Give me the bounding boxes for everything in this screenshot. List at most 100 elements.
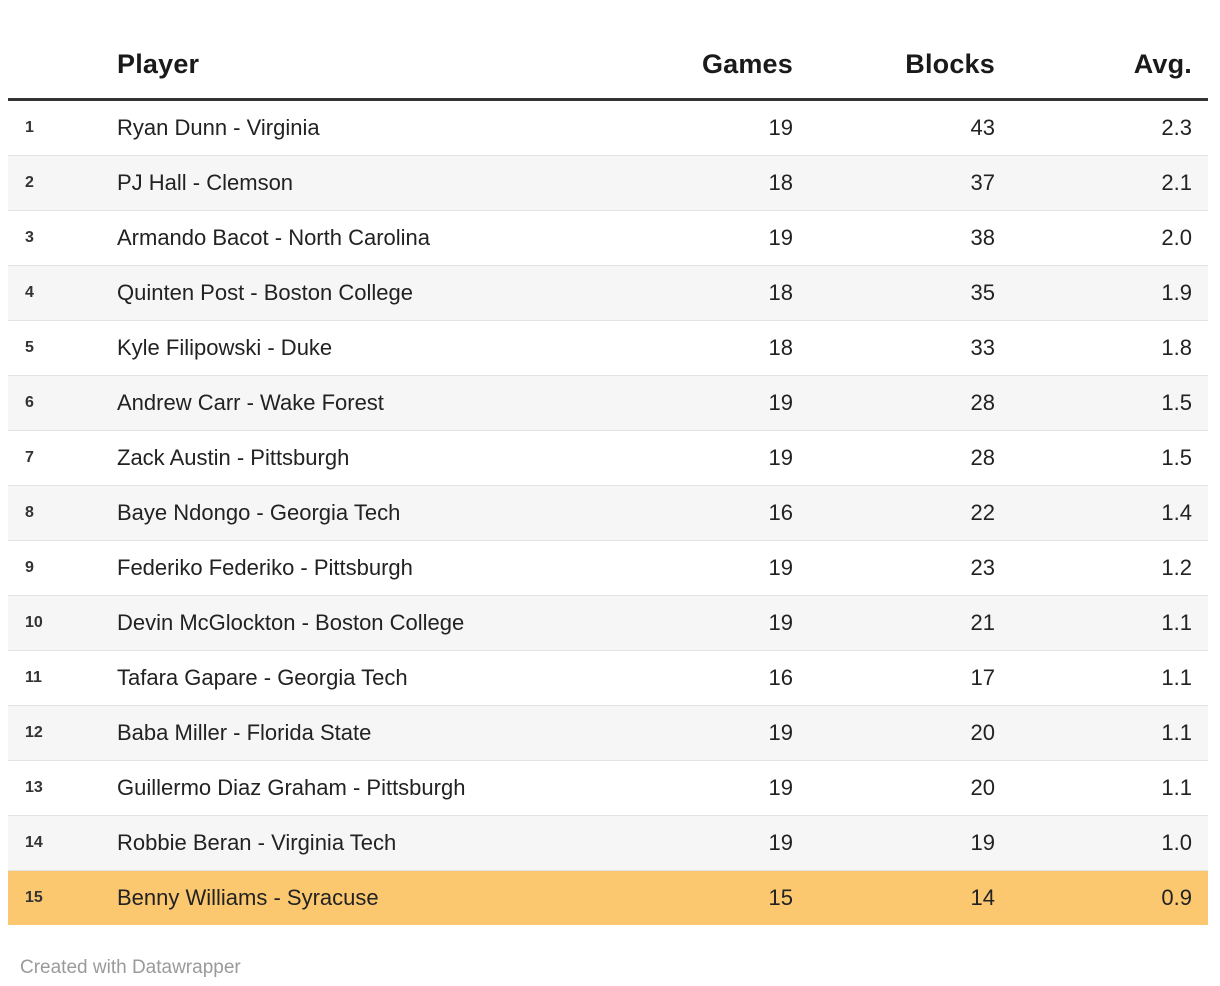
player-cell: Ryan Dunn - Virginia xyxy=(117,115,320,140)
avg-cell: 1.9 xyxy=(1161,280,1192,305)
table-row: 11 Tafara Gapare - Georgia Tech 16 17 1.1 xyxy=(8,650,1208,706)
avg-cell: 1.1 xyxy=(1161,610,1192,635)
games-cell: 19 xyxy=(768,610,793,635)
avg-cell: 1.5 xyxy=(1161,390,1192,415)
datawrapper-credit: Created with Datawrapper xyxy=(20,957,241,978)
avg-cell: 2.1 xyxy=(1161,170,1192,195)
games-cell: 19 xyxy=(768,555,793,580)
games-cell: 18 xyxy=(768,335,793,360)
player-cell: Benny Williams - Syracuse xyxy=(117,885,379,910)
player-cell: Baba Miller - Florida State xyxy=(117,720,372,745)
column-header-player: Player xyxy=(108,30,593,101)
games-cell: 19 xyxy=(768,830,793,855)
column-header-games: Games xyxy=(593,30,793,101)
rank-cell: 5 xyxy=(25,339,34,356)
rank-cell: 7 xyxy=(25,449,34,466)
blocks-cell: 23 xyxy=(970,555,995,580)
table-row: 14 Robbie Beran - Virginia Tech 19 19 1.0 xyxy=(8,815,1208,871)
table-row: 4 Quinten Post - Boston College 18 35 1.9 xyxy=(8,265,1208,321)
rank-cell: 11 xyxy=(25,669,42,686)
rank-cell: 12 xyxy=(25,724,43,741)
table-row: 8 Baye Ndongo - Georgia Tech 16 22 1.4 xyxy=(8,485,1208,541)
rank-cell: 10 xyxy=(25,614,43,631)
rank-cell: 6 xyxy=(25,394,34,411)
games-cell: 19 xyxy=(768,445,793,470)
table-row: 6 Andrew Carr - Wake Forest 19 28 1.5 xyxy=(8,375,1208,431)
table-body: 1 Ryan Dunn - Virginia 19 43 2.3 2 PJ Hall - C… xyxy=(8,99,1208,925)
rank-cell: 9 xyxy=(25,559,34,576)
games-cell: 19 xyxy=(768,225,793,250)
table-row: 2 PJ Hall - Clemson 18 37 2.1 xyxy=(8,155,1208,211)
header-row: Player Games Blocks Avg. xyxy=(8,30,1208,101)
column-header-rank xyxy=(8,30,108,101)
player-cell: Federiko Federiko - Pittsburgh xyxy=(117,555,413,580)
player-cell: Baye Ndongo - Georgia Tech xyxy=(117,500,401,525)
avg-cell: 1.0 xyxy=(1161,830,1192,855)
games-cell: 16 xyxy=(768,500,793,525)
rank-cell: 4 xyxy=(25,284,34,301)
table-row: 5 Kyle Filipowski - Duke 18 33 1.8 xyxy=(8,320,1208,376)
games-cell: 19 xyxy=(768,390,793,415)
rank-cell: 3 xyxy=(25,229,34,246)
player-cell: PJ Hall - Clemson xyxy=(117,170,294,195)
blocks-cell: 20 xyxy=(970,775,995,800)
games-cell: 19 xyxy=(768,720,793,745)
rank-cell: 14 xyxy=(25,834,43,851)
player-cell: Zack Austin - Pittsburgh xyxy=(117,445,350,470)
player-cell: Tafara Gapare - Georgia Tech xyxy=(117,665,408,690)
games-cell: 18 xyxy=(768,170,793,195)
blocks-cell: 14 xyxy=(970,885,995,910)
avg-cell: 1.1 xyxy=(1161,720,1192,745)
blocks-cell: 28 xyxy=(970,390,995,415)
blocks-cell: 28 xyxy=(970,445,995,470)
avg-cell: 1.2 xyxy=(1161,555,1192,580)
blocks-cell: 43 xyxy=(970,115,995,140)
table-row: 9 Federiko Federiko - Pittsburgh 19 23 1.2 xyxy=(8,540,1208,596)
table-row: 1 Ryan Dunn - Virginia 19 43 2.3 xyxy=(8,99,1208,156)
avg-cell: 1.4 xyxy=(1161,500,1192,525)
blocks-cell: 17 xyxy=(970,665,995,690)
table-row: 3 Armando Bacot - North Carolina 19 38 2.0 xyxy=(8,210,1208,266)
rank-cell: 15 xyxy=(25,889,43,906)
player-cell: Robbie Beran - Virginia Tech xyxy=(117,830,397,855)
player-cell: Kyle Filipowski - Duke xyxy=(117,335,333,360)
avg-cell: 1.8 xyxy=(1161,335,1192,360)
column-header-blocks: Blocks xyxy=(793,30,995,101)
games-cell: 15 xyxy=(768,885,793,910)
avg-cell: 1.1 xyxy=(1161,775,1192,800)
table-row: 7 Zack Austin - Pittsburgh 19 28 1.5 xyxy=(8,430,1208,486)
table-row: 15 Benny Williams - Syracuse 15 14 0.9 xyxy=(8,870,1208,925)
blocks-cell: 21 xyxy=(970,610,995,635)
rank-cell: 2 xyxy=(25,174,34,191)
column-header-avg: Avg. xyxy=(995,30,1208,101)
games-cell: 18 xyxy=(768,280,793,305)
avg-cell: 0.9 xyxy=(1161,885,1192,910)
blocks-cell: 19 xyxy=(970,830,995,855)
games-cell: 16 xyxy=(768,665,793,690)
player-cell: Quinten Post - Boston College xyxy=(117,280,413,305)
player-cell: Andrew Carr - Wake Forest xyxy=(117,390,384,415)
rank-cell: 8 xyxy=(25,504,34,521)
games-cell: 19 xyxy=(768,115,793,140)
table-row: 12 Baba Miller - Florida State 19 20 1.1 xyxy=(8,705,1208,761)
rank-cell: 1 xyxy=(25,119,34,136)
blocks-cell: 22 xyxy=(970,500,995,525)
rank-cell: 13 xyxy=(25,779,43,796)
blocks-leaders-table: Player Games Blocks Avg. 1 Ryan Dunn - Vi… xyxy=(8,30,1208,925)
blocks-cell: 33 xyxy=(970,335,995,360)
blocks-cell: 20 xyxy=(970,720,995,745)
avg-cell: 2.0 xyxy=(1161,225,1192,250)
player-cell: Devin McGlockton - Boston College xyxy=(117,610,465,635)
player-cell: Guillermo Diaz Graham - Pittsburgh xyxy=(117,775,466,800)
blocks-cell: 38 xyxy=(970,225,995,250)
table-row: 10 Devin McGlockton - Boston College 19 21 1… xyxy=(8,595,1208,651)
player-cell: Armando Bacot - North Carolina xyxy=(117,225,431,250)
blocks-cell: 37 xyxy=(970,170,995,195)
table-header: Player Games Blocks Avg. xyxy=(8,30,1208,101)
avg-cell: 1.1 xyxy=(1161,665,1192,690)
blocks-cell: 35 xyxy=(970,280,995,305)
avg-cell: 2.3 xyxy=(1161,115,1192,140)
avg-cell: 1.5 xyxy=(1161,445,1192,470)
table-row: 13 Guillermo Diaz Graham - Pittsburgh 19 20… xyxy=(8,760,1208,816)
